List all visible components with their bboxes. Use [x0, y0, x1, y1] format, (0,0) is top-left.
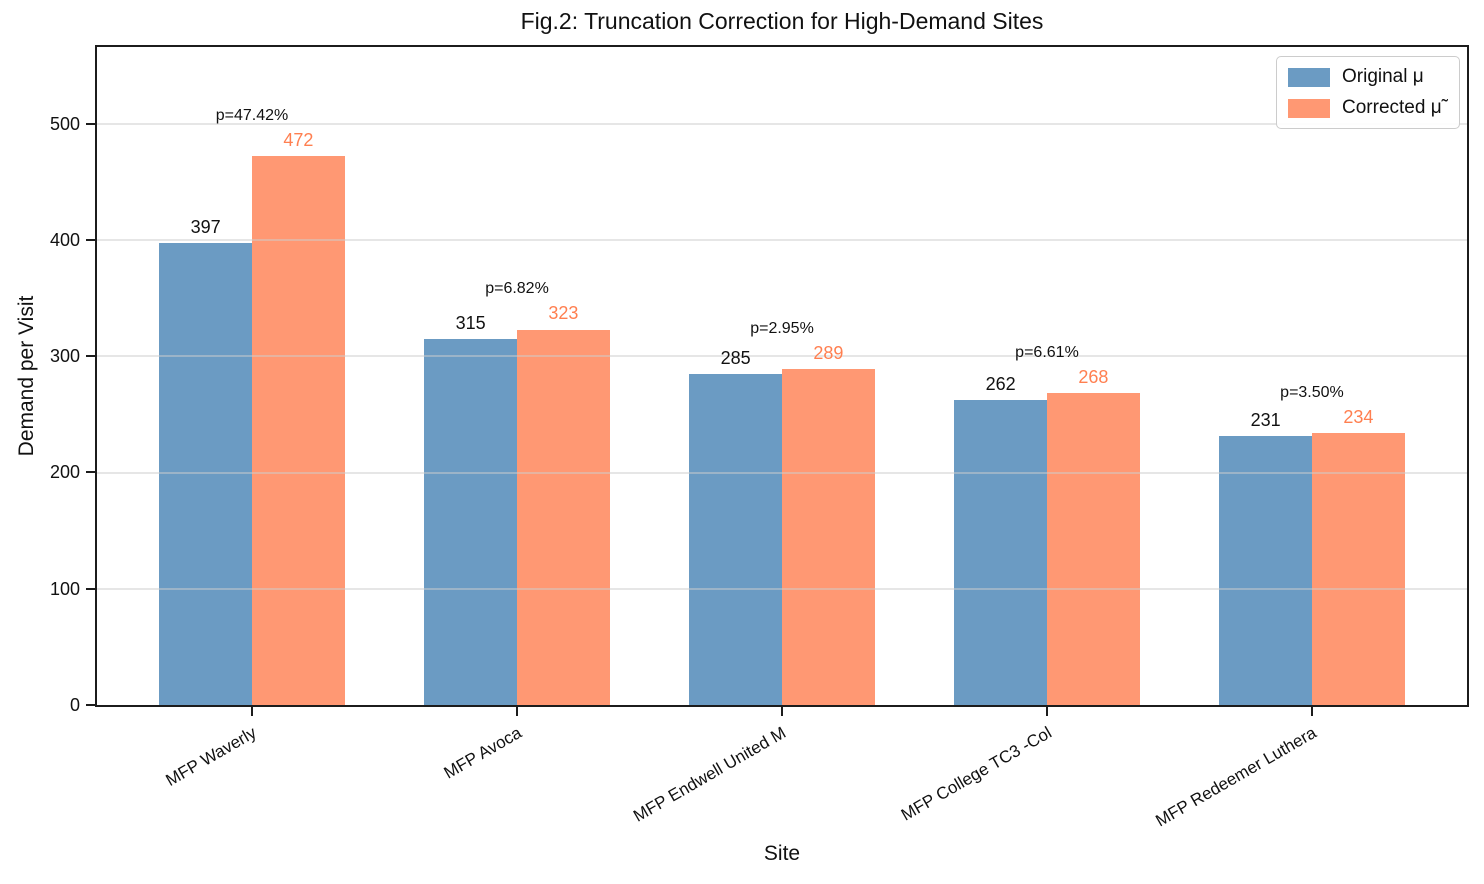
legend-swatch-original [1288, 67, 1330, 87]
y-tick-label: 0 [69, 695, 80, 715]
chart-title: Fig.2: Truncation Correction for High-De… [520, 8, 1044, 34]
legend-item-original: Original μ [1288, 66, 1448, 88]
grid-layer [97, 47, 1467, 705]
value-label-original: 231 [1250, 410, 1281, 431]
legend-label-corrected: Corrected μ̃ [1342, 97, 1442, 118]
bar-original [1219, 436, 1312, 705]
bar-corrected [1046, 393, 1140, 705]
y-tick-mark [86, 122, 95, 125]
value-label-corrected: 472 [283, 130, 314, 151]
value-label-corrected: 268 [1078, 367, 1109, 388]
x-tick-mark [1045, 707, 1048, 716]
bar-corrected [782, 369, 875, 705]
bar-corrected [517, 329, 610, 705]
p-annotation: p=47.42% [215, 107, 289, 125]
y-axis-label: Demand per Visit [15, 295, 38, 457]
y-tick-label: 400 [49, 229, 80, 250]
y-gridline [97, 238, 1467, 241]
p-annotation: p=6.61% [1015, 344, 1079, 362]
value-label-original: 285 [720, 347, 751, 368]
legend-label-original: Original μ [1342, 66, 1424, 87]
value-label-original: 262 [985, 374, 1016, 395]
plot-area: 397 472 p=47.42% 315 323 p=6.82% 285 289 p=2.95%… [95, 45, 1469, 707]
x-axis-ticks: MFP Waverly MFP Avoca MFP Endwell United M… [97, 707, 1467, 877]
y-gridline [97, 122, 1467, 125]
annotations-layer: 397 472 p=47.42% 315 323 p=6.82% 285 289 p=2.95%… [97, 47, 1467, 705]
x-tick-mark [251, 707, 254, 716]
legend: Original μ Corrected μ̃ [1276, 56, 1460, 129]
bar-original [424, 338, 517, 705]
x-tick-label: MFP Waverly [162, 723, 260, 790]
x-tick-mark [781, 707, 783, 716]
p-annotation: p=6.82% [485, 280, 549, 298]
bar-original [689, 373, 782, 705]
value-label-corrected: 234 [1343, 406, 1374, 427]
value-label-corrected: 289 [813, 343, 844, 364]
y-tick-label: 500 [49, 113, 80, 134]
y-tick-mark [86, 471, 95, 474]
x-tick-label: MFP Avoca [440, 723, 525, 783]
x-tick-label: MFP College TC3 -Col [897, 723, 1055, 825]
y-gridline [97, 587, 1467, 590]
bar-original [159, 243, 252, 705]
bar-original [954, 400, 1047, 705]
value-label-original: 397 [190, 217, 221, 238]
y-gridline [97, 471, 1467, 474]
bar-corrected [1311, 432, 1405, 705]
legend-swatch-corrected [1288, 98, 1330, 118]
y-tick-label: 300 [49, 346, 80, 367]
y-tick-label: 100 [49, 578, 80, 599]
x-tick-label: MFP Redeemer Luthera [1152, 723, 1320, 831]
x-axis-label: Site [763, 842, 801, 865]
p-annotation: p=3.50% [1280, 383, 1344, 401]
bars-layer [97, 47, 1467, 705]
x-tick-mark [516, 707, 518, 716]
y-tick-mark [86, 238, 95, 241]
value-label-corrected: 323 [548, 303, 579, 324]
y-gridline [97, 355, 1467, 358]
x-tick-mark [1310, 707, 1313, 716]
x-tick-label: MFP Endwell United M [630, 723, 790, 826]
y-axis-ticks: 0 100 200 300 400 500 [0, 47, 95, 715]
value-label-original: 315 [455, 312, 486, 333]
y-tick-mark [86, 704, 95, 706]
y-tick-label: 200 [49, 462, 80, 483]
bar-corrected [252, 156, 345, 705]
y-tick-mark [86, 587, 95, 590]
legend-item-corrected: Corrected μ̃ [1288, 97, 1448, 119]
p-annotation: p=2.95% [750, 320, 814, 338]
y-tick-mark [86, 355, 95, 358]
